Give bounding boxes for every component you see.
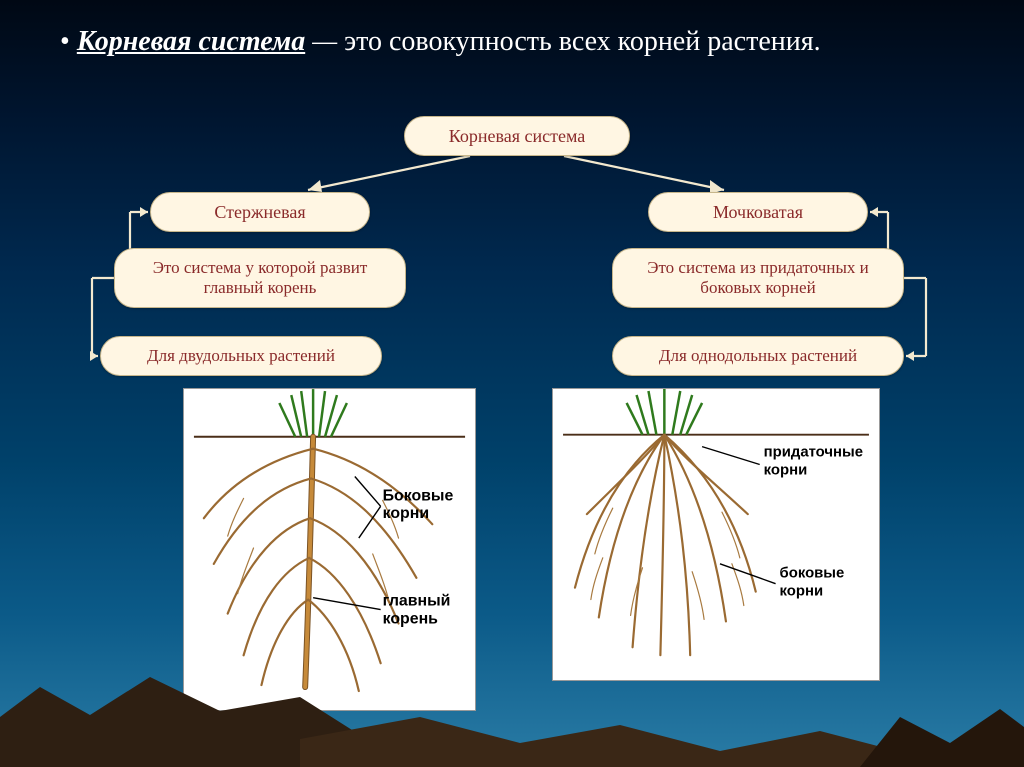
- label-main: главный: [383, 593, 451, 610]
- label-lateral: Боковые: [383, 487, 454, 504]
- title-dash: —: [305, 26, 344, 57]
- grass-icon: [279, 389, 347, 437]
- panel-taproot: Боковые корни главный корень: [183, 388, 476, 711]
- lateral-roots: [204, 449, 432, 691]
- fibrous-illustration: придаточные корни боковые корни: [553, 389, 879, 680]
- box-dicot: Для двудольных растений: [100, 336, 382, 376]
- grass-icon: [627, 389, 702, 435]
- box-fibrous-desc: Это система из придаточных и боковых кор…: [612, 248, 904, 308]
- diagram-area: Корневая система Стержневая Мочковатая Э…: [0, 100, 1024, 767]
- box-monocot: Для однодольных растений: [612, 336, 904, 376]
- label-adventitious: придаточные: [764, 445, 863, 461]
- label-lateral-fibrous-2: корни: [780, 584, 824, 600]
- label-lateral-fibrous: боковые: [780, 566, 845, 582]
- title-rest: это совокупность всех корней растения.: [344, 26, 820, 57]
- box-taproot: Стержневая: [150, 192, 370, 232]
- box-taproot-desc: Это система у которой развит главный кор…: [114, 248, 406, 308]
- label-main-2: корень: [383, 610, 439, 627]
- box-fibrous: Мочковатая: [648, 192, 868, 232]
- panel-fibrous: придаточные корни боковые корни: [552, 388, 880, 681]
- title-line: • Корневая система — это совокупность вс…: [60, 22, 964, 63]
- fibrous-roots: [575, 435, 756, 655]
- label-lateral-2: корни: [383, 505, 429, 522]
- label-adventitious-2: корни: [764, 462, 808, 478]
- taproot-illustration: Боковые корни главный корень: [184, 389, 475, 710]
- box-root-system: Корневая система: [404, 116, 630, 156]
- title-term: Корневая система: [77, 26, 305, 57]
- title-block: • Корневая система — это совокупность вс…: [0, 0, 1024, 63]
